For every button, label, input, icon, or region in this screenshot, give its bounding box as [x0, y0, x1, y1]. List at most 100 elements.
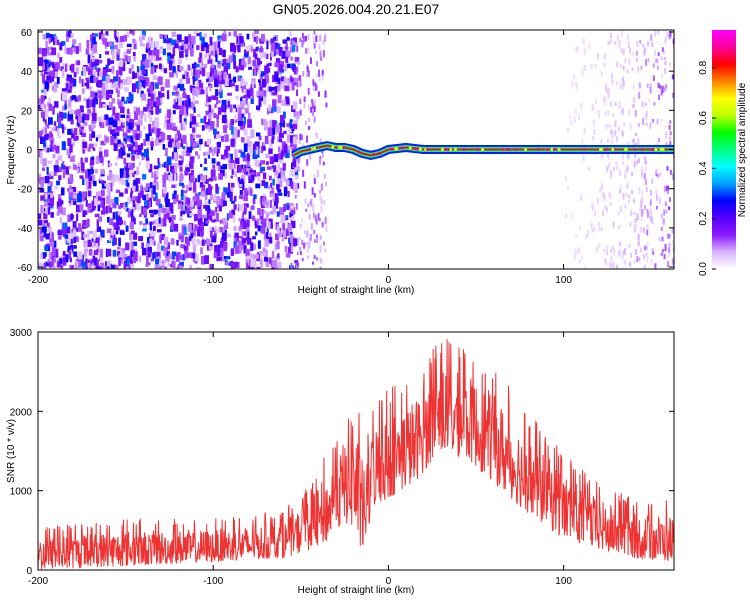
heatmap-cell [51, 261, 55, 268]
heatmap-cell [146, 42, 150, 49]
heatmap-cell [269, 232, 272, 239]
heatmap-cell [298, 166, 301, 172]
heatmap-cell [107, 204, 112, 209]
heatmap-cell [199, 31, 202, 41]
heatmap-cell [310, 106, 313, 113]
heatmap-cell [83, 97, 87, 102]
heatmap-cell [66, 83, 69, 90]
heatmap-cell [179, 78, 183, 85]
heatmap-cell [190, 200, 194, 207]
heatmap-cell [66, 47, 71, 55]
heatmap-cell [200, 57, 203, 67]
heatmap-cell [204, 201, 209, 205]
heatmap-cell [183, 118, 187, 125]
heatmap-cell [217, 148, 220, 154]
heatmap-cell [156, 99, 161, 106]
heatmap-cell [135, 81, 139, 89]
heatmap-cell [220, 198, 226, 207]
heatmap-cell [272, 198, 275, 202]
heatmap-cell [622, 80, 625, 87]
heatmap-cell [273, 199, 278, 209]
heatmap-cell [172, 110, 176, 115]
heatmap-cell [149, 221, 152, 231]
heatmap-cell [203, 204, 208, 209]
heatmap-cell [611, 245, 614, 250]
ridge-dot [552, 148, 556, 151]
heatmap-cell [604, 205, 607, 210]
ridge-dot [357, 150, 361, 154]
heatmap-cell [656, 142, 659, 147]
heatmap-cell [578, 113, 581, 121]
heatmap-cell [302, 169, 305, 177]
heatmap-cell [606, 207, 609, 213]
heatmap-cell [292, 123, 298, 130]
heatmap-cell [238, 149, 243, 153]
heatmap-cell [44, 95, 47, 100]
heatmap-cell [642, 227, 645, 233]
heatmap-cell [301, 32, 304, 39]
heatmap-cell [233, 195, 237, 202]
heatmap-cell [47, 181, 51, 187]
heatmap-cell [56, 180, 61, 186]
colorbar-gradient [712, 30, 736, 269]
heatmap-cell [145, 183, 150, 188]
heatmap-cell [318, 69, 321, 77]
heatmap-cell [174, 172, 177, 182]
heatmap-cell [321, 149, 324, 154]
heatmap-cell [59, 258, 63, 265]
heatmap-cell [166, 156, 172, 166]
heatmap-cell [64, 97, 67, 105]
heatmap-cell [104, 183, 109, 187]
heatmap-cell [195, 142, 201, 148]
heatmap-cell [234, 114, 237, 121]
heatmap-cell [45, 46, 50, 54]
heatmap-cell [201, 186, 206, 190]
heatmap-cell [42, 62, 45, 70]
heatmap-cell [240, 178, 244, 186]
heatmap-cell [276, 178, 281, 188]
heatmap-cell [189, 156, 195, 163]
heatmap-cell [166, 252, 169, 256]
heatmap-cell [250, 174, 255, 181]
heatmap-cell [610, 262, 613, 268]
heatmap-cell [54, 101, 59, 108]
heatmap-cell [310, 198, 313, 207]
colorbar-tick-label: 0.0 [698, 262, 709, 276]
heatmap-cell [192, 87, 197, 97]
heatmap-cell [619, 63, 622, 68]
heatmap-cell [313, 31, 316, 35]
heatmap-cell [226, 58, 230, 64]
ridge-dot [394, 147, 398, 151]
heatmap-cell [250, 206, 254, 211]
heatmap-cell [115, 264, 119, 269]
heatmap-cell [205, 205, 211, 211]
heatmap-cell [262, 247, 266, 256]
heatmap-cell [157, 57, 162, 61]
heatmap-cell [158, 49, 162, 54]
heatmap-cell [72, 229, 77, 235]
ridge-dot [640, 148, 644, 151]
heatmap-cell [103, 149, 109, 157]
heatmap-cell [70, 238, 73, 245]
heatmap-cell [198, 57, 202, 63]
heatmap-cell [317, 213, 320, 221]
heatmap-cell [313, 193, 316, 198]
heatmap-cell [211, 58, 214, 64]
heatmap-cell [633, 225, 636, 233]
heatmap-cell [306, 159, 309, 166]
heatmap-cell [252, 48, 256, 58]
heatmap-cell [294, 267, 297, 269]
heatmap-cell [233, 129, 238, 138]
heatmap-cell [641, 101, 644, 108]
heatmap-cell [241, 220, 247, 229]
heatmap-cell [215, 40, 220, 45]
heatmap-cell [263, 257, 269, 262]
heatmap-cell [218, 173, 223, 180]
heatmap-cell [123, 51, 127, 58]
heatmap-cell [72, 141, 75, 147]
heatmap-cell [185, 245, 189, 251]
heatmap-cell [97, 67, 101, 77]
heatmap-cell [235, 84, 239, 92]
heatmap-cell [289, 121, 292, 129]
heatmap-cell [581, 255, 584, 260]
